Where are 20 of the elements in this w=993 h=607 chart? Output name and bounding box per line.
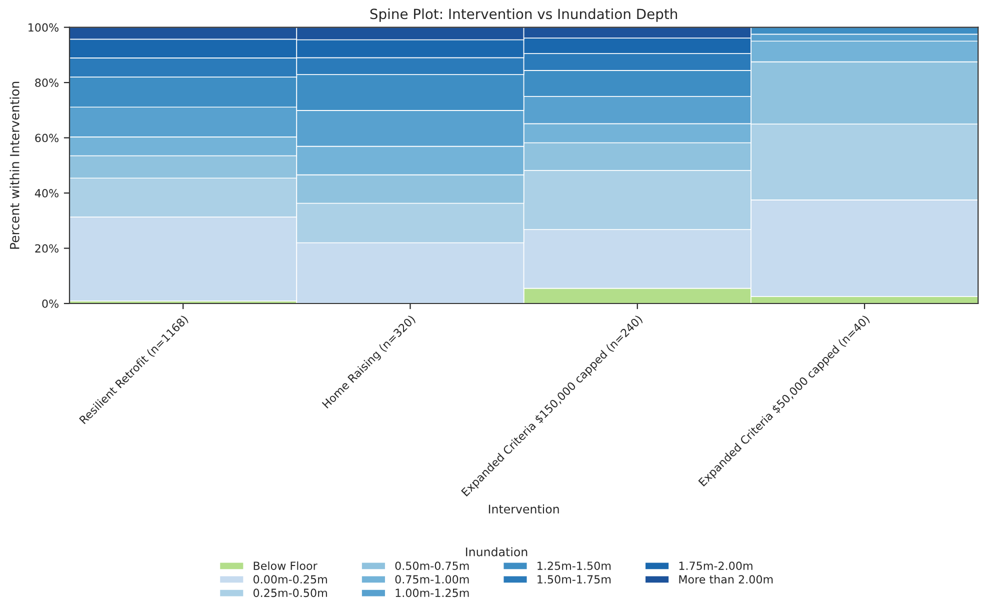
legend-label: 0.75m-1.00m (395, 575, 469, 584)
y-tick-label: 60% (35, 134, 58, 142)
legend-label: 1.75m-2.00m (679, 562, 752, 570)
legend-label: More than 2.00m (679, 574, 773, 584)
legend-label: 1.50m-1.75m (538, 575, 611, 584)
chart-title: Spine Plot: Intervention vs Inundation Depth (370, 8, 677, 22)
legend-label: 1.00m-1.25m (396, 588, 469, 598)
legend-label: 1.25m-1.50m (538, 562, 611, 570)
y-tick-label: 80% (35, 78, 58, 87)
y-tick-label: 100% (28, 23, 58, 32)
legend-label: 0.00m-0.25m (253, 575, 327, 584)
legend-label: Below Floor (254, 561, 318, 570)
y-tick-label: 0% (42, 299, 58, 308)
legend-label: 0.25m-0.50m (253, 588, 327, 598)
y-tick-label: 40% (34, 189, 58, 198)
y-tick-label: 20% (35, 244, 58, 253)
y-axis-title: Percent within Intervention (10, 82, 20, 249)
legend-title: Inundation (466, 547, 528, 556)
legend-label: 0.50m-0.75m (395, 562, 469, 570)
x-axis-title: Intervention (488, 504, 559, 514)
